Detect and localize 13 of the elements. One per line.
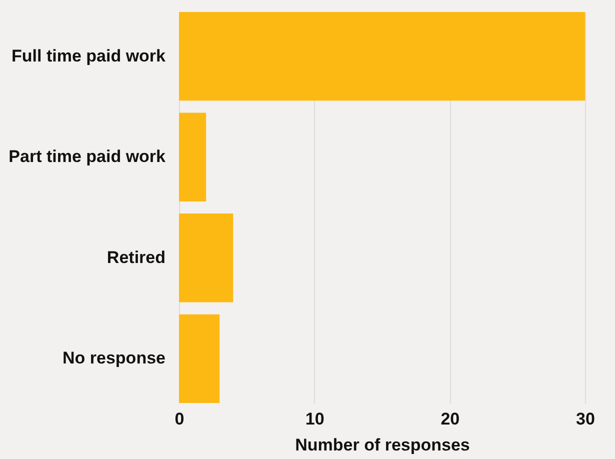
bar	[179, 12, 585, 101]
y-tick-label: Part time paid work	[8, 147, 166, 166]
y-tick-label: No response	[62, 348, 166, 368]
x-tick-label: 10	[305, 410, 324, 428]
x-tick-label: 20	[440, 410, 460, 428]
x-axis-title: Number of responses	[295, 436, 470, 454]
y-tick-label: Full time paid work	[12, 46, 166, 66]
bar	[179, 112, 206, 202]
bar	[179, 314, 220, 403]
x-tick-label: 30	[576, 410, 595, 428]
x-tick-label: 0	[174, 410, 184, 428]
y-tick-label: Retired	[106, 248, 166, 267]
bar	[179, 214, 234, 302]
